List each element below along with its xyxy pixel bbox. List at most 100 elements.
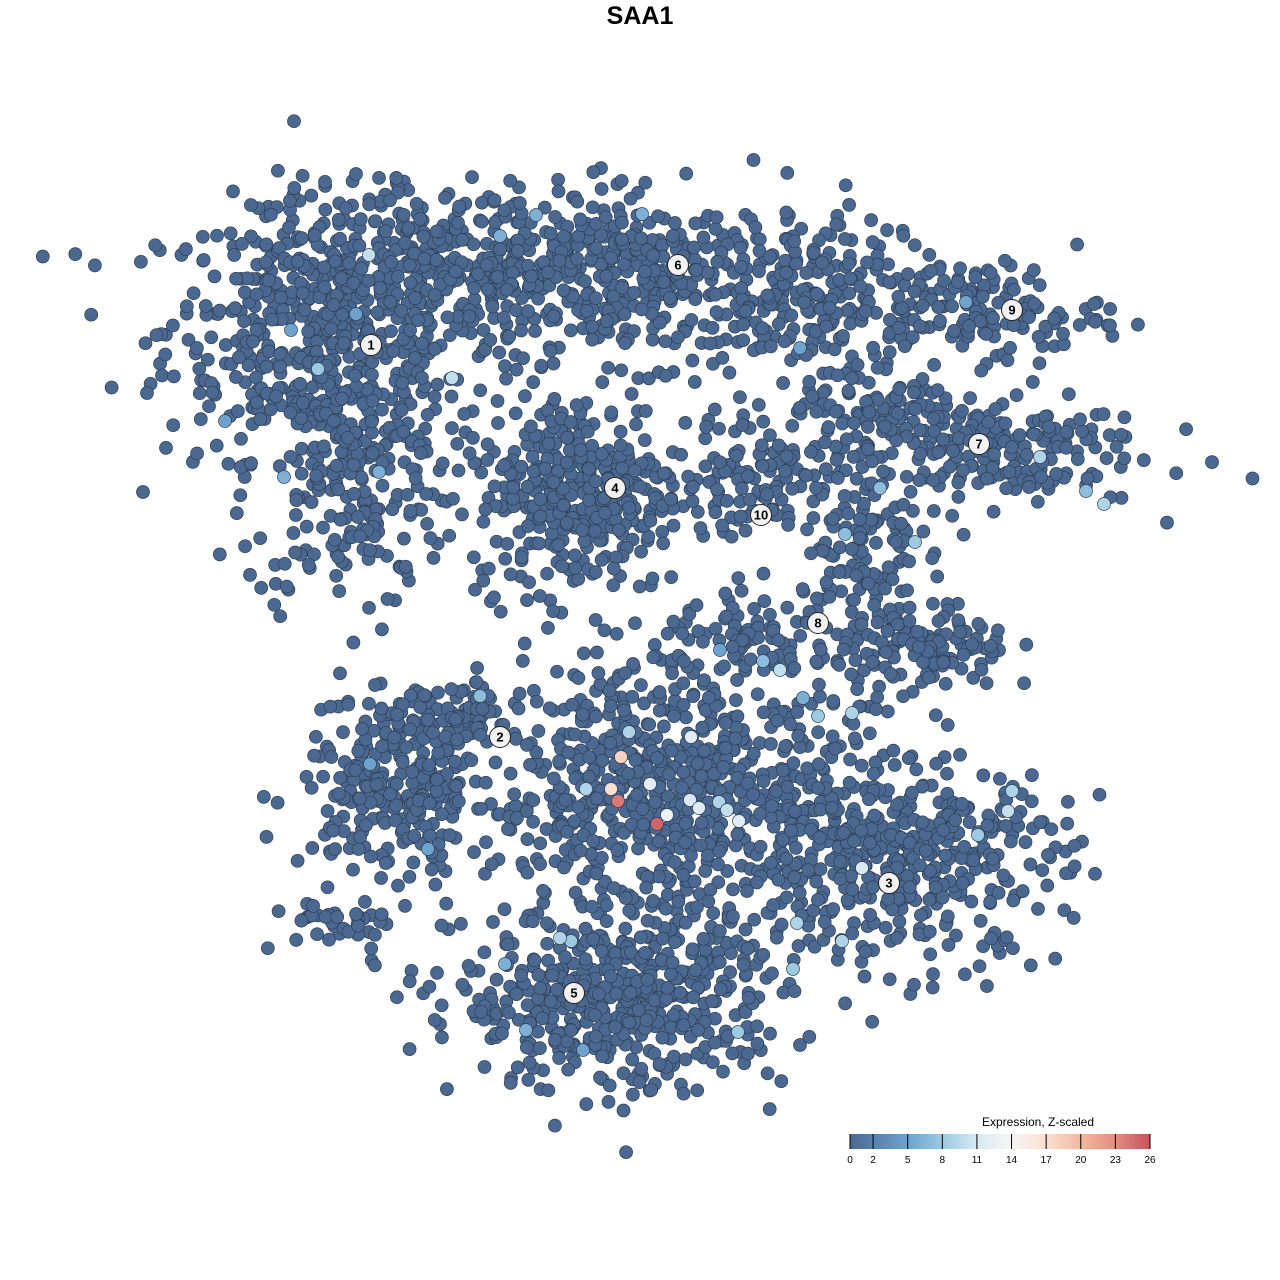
cell-point — [805, 389, 820, 404]
cell-point — [594, 228, 608, 243]
cell-point — [902, 614, 917, 628]
cell-point — [407, 828, 422, 843]
expressing-cell-point — [553, 931, 567, 945]
cell-point — [638, 175, 653, 190]
cell-point — [830, 471, 845, 485]
cell-point — [909, 762, 924, 777]
cell-point — [861, 576, 876, 591]
cell-point — [547, 771, 561, 786]
cell-point — [987, 447, 1002, 462]
cell-point — [860, 255, 874, 270]
cell-point — [529, 694, 544, 709]
cell-point — [568, 561, 583, 575]
cell-point — [910, 624, 925, 639]
cell-point — [448, 264, 463, 279]
cell-point — [810, 287, 824, 301]
cell-point — [140, 386, 154, 400]
cell-point — [908, 402, 923, 416]
cluster-label-text: 1 — [367, 338, 374, 353]
cell-point — [1075, 424, 1089, 438]
cell-point — [614, 363, 629, 378]
cell-point — [434, 998, 449, 1013]
expressing-cell-point — [908, 535, 922, 549]
cell-point — [729, 693, 743, 707]
cell-point — [1066, 911, 1081, 925]
cell-point — [687, 874, 702, 889]
cell-point — [283, 449, 298, 464]
cell-point — [980, 818, 995, 833]
cell-point — [953, 261, 967, 276]
cell-point — [865, 655, 880, 669]
expressing-cell-point — [311, 362, 325, 376]
cell-point — [911, 640, 926, 655]
cell-point — [760, 1066, 775, 1081]
cell-point — [936, 823, 951, 838]
cell-point — [331, 550, 346, 564]
cell-point — [337, 336, 351, 350]
cell-point — [892, 321, 906, 335]
cell-point — [634, 544, 648, 559]
expressing-cell-point — [622, 725, 636, 739]
cell-point — [999, 930, 1014, 945]
cell-point — [351, 743, 366, 758]
cell-point — [690, 756, 705, 771]
cell-point — [848, 653, 863, 668]
cell-point — [552, 1051, 566, 1065]
cell-point — [882, 345, 897, 359]
cell-point — [474, 801, 489, 816]
cell-point — [870, 360, 885, 375]
cell-point — [599, 914, 614, 928]
cell-point — [877, 419, 892, 434]
cell-point — [733, 241, 748, 255]
cell-point — [671, 330, 685, 345]
cell-point — [323, 699, 338, 714]
cell-point — [668, 216, 682, 230]
cell-point — [883, 667, 898, 681]
cell-point — [1169, 466, 1184, 481]
cell-point — [289, 933, 304, 947]
cell-point — [349, 907, 363, 921]
cell-point — [666, 614, 681, 629]
cell-point — [792, 885, 807, 900]
cell-point — [422, 758, 436, 772]
cell-point — [467, 281, 481, 295]
cell-point — [533, 981, 548, 996]
cell-point — [561, 1062, 576, 1077]
cluster-label: 10 — [750, 504, 772, 526]
cell-point — [864, 213, 878, 227]
cell-point — [1040, 878, 1055, 893]
cell-point — [383, 295, 398, 309]
cell-point — [487, 193, 502, 207]
cell-point — [616, 1066, 631, 1081]
cell-point — [752, 264, 766, 279]
cell-point — [667, 709, 681, 724]
cell-point — [638, 945, 652, 960]
cell-point — [624, 387, 639, 401]
expressing-cell-point — [959, 295, 973, 309]
cell-point — [956, 648, 971, 662]
cell-point — [395, 755, 410, 770]
cell-point — [863, 908, 877, 922]
cell-point — [707, 402, 722, 417]
cell-point — [451, 215, 465, 230]
cluster-label: 6 — [667, 254, 689, 276]
cell-point — [706, 906, 721, 921]
cell-point — [389, 171, 404, 185]
cell-point — [262, 344, 276, 359]
cell-point — [652, 869, 666, 884]
cell-point — [734, 583, 749, 598]
cell-point — [870, 615, 885, 630]
cell-point — [594, 182, 609, 196]
cell-point — [427, 288, 442, 302]
cell-point — [561, 745, 576, 760]
cell-point — [505, 265, 520, 280]
cell-point — [186, 286, 201, 301]
cell-point — [622, 903, 637, 918]
cell-point — [190, 341, 204, 355]
cell-point — [514, 323, 528, 338]
cell-point — [541, 436, 556, 451]
cell-point — [870, 690, 885, 705]
cell-point — [1006, 893, 1021, 908]
cell-point — [791, 729, 806, 743]
cell-point — [603, 736, 618, 750]
